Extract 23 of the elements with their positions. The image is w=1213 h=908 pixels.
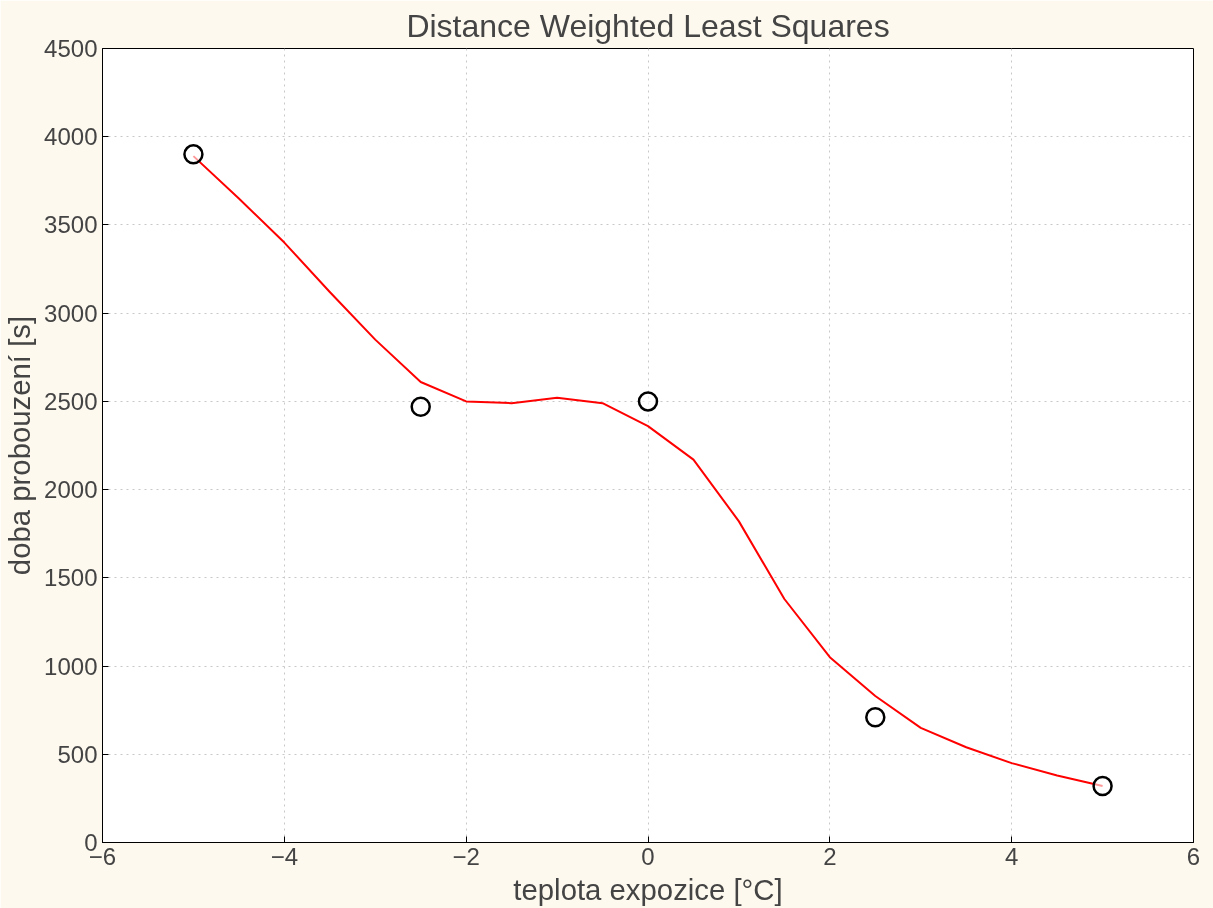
point	[637, 391, 659, 412]
x-tick-label: 2	[823, 842, 837, 870]
point	[183, 144, 204, 165]
point	[1092, 775, 1113, 797]
y-tick-label: 3500	[44, 211, 98, 239]
y-tick-label: 2500	[44, 387, 98, 415]
x-tick-label: −2	[452, 842, 480, 870]
y-tick-label: 4500	[44, 35, 98, 62]
point	[410, 396, 431, 417]
chart-title: Distance Weighted Least Squares	[406, 7, 890, 44]
y-tick-label: 1500	[44, 564, 98, 592]
point	[865, 706, 886, 728]
y-tick-label: 4000	[44, 123, 98, 151]
y-tick-label: 1000	[44, 652, 98, 680]
y-tick-label: 500	[57, 740, 98, 768]
y-axis-title: doba probouzení [s]	[3, 315, 37, 576]
y-tick-label: 3000	[44, 299, 98, 327]
x-tick-label: 4	[1004, 842, 1019, 870]
x-tick-label: 6	[1186, 842, 1201, 870]
y-tick-label: 2000	[44, 476, 98, 504]
x-tick-label: 0	[641, 842, 655, 870]
x-tick-label: −4	[270, 842, 299, 870]
x-axis-title: teplota expozice [°C]	[513, 872, 783, 906]
